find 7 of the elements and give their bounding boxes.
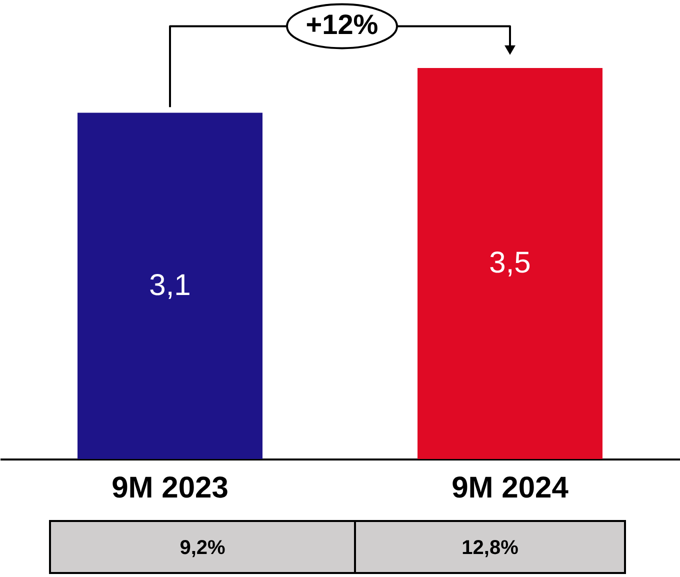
x-tick-label: 9M 2024 bbox=[452, 472, 569, 504]
x-tick-label: 9M 2023 bbox=[112, 472, 228, 504]
text: 9,2% bbox=[180, 537, 226, 559]
text: 12,8% bbox=[462, 537, 519, 559]
data-label: 3,1 bbox=[149, 268, 191, 302]
annotation: +12% bbox=[306, 9, 378, 40]
data-label: 3,5 bbox=[489, 246, 531, 280]
